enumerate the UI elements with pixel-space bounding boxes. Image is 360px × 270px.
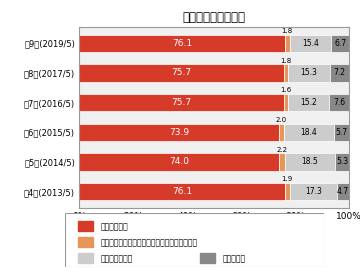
- Bar: [279, 153, 285, 171]
- Text: 5.3: 5.3: [336, 157, 348, 166]
- Bar: [289, 35, 331, 52]
- Bar: [79, 94, 284, 111]
- Text: 18.5: 18.5: [302, 157, 318, 166]
- Bar: [285, 153, 335, 171]
- Text: 1.8: 1.8: [280, 58, 292, 64]
- Text: 73.9: 73.9: [169, 128, 189, 137]
- Text: 76.1: 76.1: [172, 187, 192, 196]
- Text: 4.7: 4.7: [337, 187, 349, 196]
- Text: 17.3: 17.3: [305, 187, 321, 196]
- Text: 15.3: 15.3: [301, 69, 318, 77]
- Title: 損害保険の加入状況: 損害保険の加入状況: [183, 11, 246, 25]
- Text: 2.2: 2.2: [276, 147, 288, 153]
- Text: わからない: わからない: [223, 255, 246, 264]
- Text: 1.8: 1.8: [282, 28, 293, 34]
- Text: 15.4: 15.4: [302, 39, 319, 48]
- Text: 74.0: 74.0: [169, 157, 189, 166]
- Text: 加入している: 加入している: [101, 222, 129, 231]
- Bar: [290, 183, 337, 200]
- Bar: [79, 64, 284, 82]
- Bar: [285, 35, 289, 52]
- Text: 76.1: 76.1: [172, 39, 192, 48]
- Bar: [329, 94, 350, 111]
- Bar: [279, 124, 284, 141]
- Text: 75.7: 75.7: [171, 98, 192, 107]
- Bar: [285, 183, 290, 200]
- Bar: [79, 124, 279, 141]
- Text: 18.4: 18.4: [301, 128, 318, 137]
- FancyBboxPatch shape: [65, 213, 324, 267]
- Text: 15.2: 15.2: [300, 98, 317, 107]
- Bar: [79, 35, 285, 52]
- Text: 1.6: 1.6: [280, 87, 291, 93]
- Bar: [335, 153, 349, 171]
- Text: 2.0: 2.0: [276, 117, 287, 123]
- Bar: [78, 237, 93, 247]
- Bar: [199, 253, 215, 263]
- Bar: [79, 153, 279, 171]
- Text: 6.7: 6.7: [334, 39, 346, 48]
- Bar: [331, 35, 349, 52]
- Text: 加入していない: 加入していない: [101, 255, 134, 264]
- Bar: [78, 221, 93, 231]
- Bar: [284, 124, 334, 141]
- Text: 1.9: 1.9: [282, 176, 293, 183]
- Bar: [330, 64, 349, 82]
- Bar: [288, 94, 329, 111]
- Bar: [334, 124, 349, 141]
- Text: 7.6: 7.6: [333, 98, 345, 107]
- Text: 加入したことがあるが、現在は加入していない: 加入したことがあるが、現在は加入していない: [101, 238, 198, 248]
- Bar: [284, 94, 288, 111]
- Text: 75.7: 75.7: [171, 69, 192, 77]
- Bar: [78, 253, 93, 263]
- Bar: [284, 64, 288, 82]
- Text: 5.7: 5.7: [336, 128, 347, 137]
- Bar: [288, 64, 330, 82]
- Bar: [79, 183, 285, 200]
- Text: 7.2: 7.2: [333, 69, 346, 77]
- Bar: [337, 183, 349, 200]
